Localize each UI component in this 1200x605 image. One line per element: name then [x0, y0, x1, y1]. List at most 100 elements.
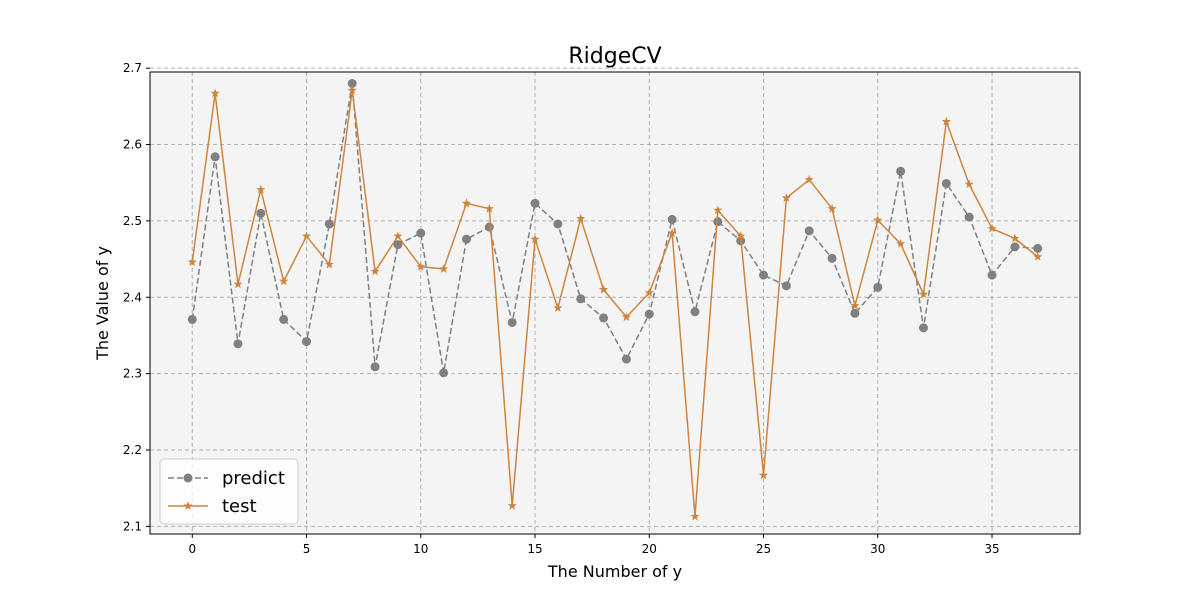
- data-point-predict: [187, 314, 197, 324]
- axis-ticks: 0 5 10 15 20 25 30 35 2.1 2.2 2.3 2.4 2.5 2.6 2.7: [123, 61, 1000, 556]
- x-axis-label: The Number of y: [547, 562, 682, 581]
- data-point-predict: [370, 362, 380, 372]
- data-point-predict: [576, 294, 586, 304]
- data-point-predict: [439, 368, 449, 378]
- plot-area-frame: [149, 71, 1081, 535]
- data-point-predict: [941, 178, 951, 188]
- y-tick-label: 2.3: [123, 367, 142, 381]
- data-point-test: [736, 231, 746, 241]
- x-tick-label: 10: [413, 542, 428, 556]
- data-point-test: [210, 88, 220, 98]
- data-point-test: [987, 223, 997, 233]
- data-point-test: [233, 279, 243, 289]
- y-tick-label: 2.2: [123, 443, 142, 457]
- legend-box: [159, 458, 299, 525]
- data-point-test: [804, 174, 814, 184]
- data-point-predict: [256, 208, 266, 218]
- data-point-predict: [530, 198, 540, 208]
- data-point-predict: [873, 282, 883, 292]
- data-point-predict: [667, 214, 677, 224]
- data-point-predict: [690, 307, 700, 317]
- data-point-test: [507, 500, 517, 510]
- data-point-test: [416, 261, 426, 271]
- data-point-test: [393, 231, 403, 241]
- data-point-predict: [964, 212, 974, 222]
- data-point-test: [484, 203, 494, 213]
- data-point-predict: [210, 152, 220, 162]
- data-point-predict: [393, 240, 403, 250]
- data-point-test: [690, 511, 700, 521]
- data-point-predict: [484, 222, 494, 232]
- x-tick-label: 15: [527, 542, 542, 556]
- data-point-test: [347, 85, 357, 95]
- data-point-predict: [1033, 243, 1043, 253]
- data-point-predict: [621, 354, 631, 364]
- chart-title: RidgeCV: [568, 44, 661, 69]
- legend-test-label: test: [222, 496, 257, 517]
- series-line-predict: [191, 82, 1038, 374]
- data-point-test: [758, 470, 769, 480]
- data-point-predict: [302, 337, 312, 347]
- data-point-test: [553, 303, 563, 312]
- data-point-predict: [599, 313, 609, 323]
- data-point-test: [279, 276, 289, 286]
- data-point-predict: [759, 270, 769, 280]
- data-point-predict: [896, 166, 906, 176]
- data-point-predict: [279, 314, 289, 324]
- x-tick-label: 30: [870, 542, 885, 556]
- y-tick-label: 2.7: [123, 61, 142, 75]
- data-point-test: [1010, 233, 1020, 243]
- x-tick-label: 25: [756, 542, 771, 556]
- data-point-test: [324, 259, 334, 269]
- series-group: [187, 78, 1043, 521]
- data-point-test: [896, 239, 906, 248]
- y-tick-label: 2.1: [123, 519, 142, 533]
- data-point-test: [964, 179, 974, 189]
- data-point-test: [301, 231, 312, 241]
- data-point-predict: [347, 78, 357, 88]
- data-point-test: [439, 264, 449, 273]
- data-point-test: [256, 184, 266, 194]
- data-point-test: [1033, 252, 1043, 261]
- legend-test-marker: [183, 501, 193, 510]
- x-tick-label: 20: [642, 542, 657, 556]
- data-point-predict: [644, 309, 654, 319]
- data-point-predict: [461, 234, 471, 244]
- data-point-test: [530, 234, 540, 244]
- data-point-predict: [804, 226, 814, 236]
- data-point-predict: [827, 253, 837, 263]
- y-tick-label: 2.5: [123, 214, 142, 228]
- y-tick-label: 2.4: [123, 290, 142, 304]
- x-tick-label: 35: [984, 542, 999, 556]
- data-point-test: [621, 312, 631, 322]
- data-point-test: [644, 287, 654, 297]
- data-point-test: [187, 257, 197, 267]
- series-line-test: [191, 89, 1039, 518]
- data-point-test: [461, 198, 472, 208]
- data-point-predict: [553, 219, 563, 229]
- data-point-predict: [987, 270, 997, 280]
- data-point-test: [873, 215, 883, 225]
- data-point-predict: [416, 228, 426, 238]
- legend-predict-marker: [183, 473, 193, 483]
- data-point-test: [781, 193, 791, 202]
- legend: predict test: [159, 458, 299, 525]
- data-point-predict: [324, 219, 334, 229]
- data-point-test: [713, 205, 723, 215]
- data-point-test: [941, 116, 951, 126]
- data-point-predict: [233, 339, 243, 349]
- data-point-predict: [918, 323, 928, 333]
- data-point-test: [667, 228, 677, 238]
- data-point-predict: [507, 317, 517, 327]
- data-point-test: [576, 213, 586, 223]
- legend-predict-label: predict: [222, 468, 285, 489]
- x-tick-label: 0: [188, 542, 196, 556]
- data-point-predict: [713, 217, 723, 227]
- data-point-test: [370, 266, 380, 276]
- y-axis-label: The Value of y: [93, 246, 112, 361]
- data-point-predict: [781, 281, 791, 291]
- grid-lines: [150, 67, 1080, 534]
- data-point-test: [850, 300, 860, 310]
